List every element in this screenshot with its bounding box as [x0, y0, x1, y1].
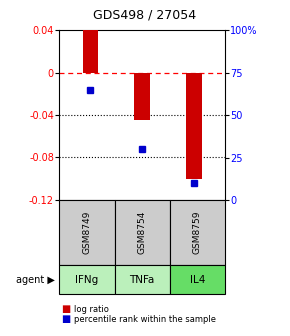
Text: ■: ■: [61, 314, 70, 324]
Text: ■: ■: [61, 304, 70, 314]
Text: TNFa: TNFa: [129, 275, 155, 285]
Text: IFNg: IFNg: [75, 275, 99, 285]
Text: agent ▶: agent ▶: [16, 275, 55, 285]
Bar: [186, 73, 202, 179]
Text: GSM8754: GSM8754: [137, 211, 147, 254]
Text: GDS498 / 27054: GDS498 / 27054: [93, 9, 197, 22]
Text: GSM8749: GSM8749: [82, 211, 92, 254]
Text: GSM8759: GSM8759: [193, 211, 202, 254]
Text: percentile rank within the sample: percentile rank within the sample: [74, 315, 216, 324]
Text: IL4: IL4: [189, 275, 205, 285]
Bar: [83, 30, 98, 73]
Text: log ratio: log ratio: [74, 305, 109, 313]
Bar: [134, 73, 150, 120]
